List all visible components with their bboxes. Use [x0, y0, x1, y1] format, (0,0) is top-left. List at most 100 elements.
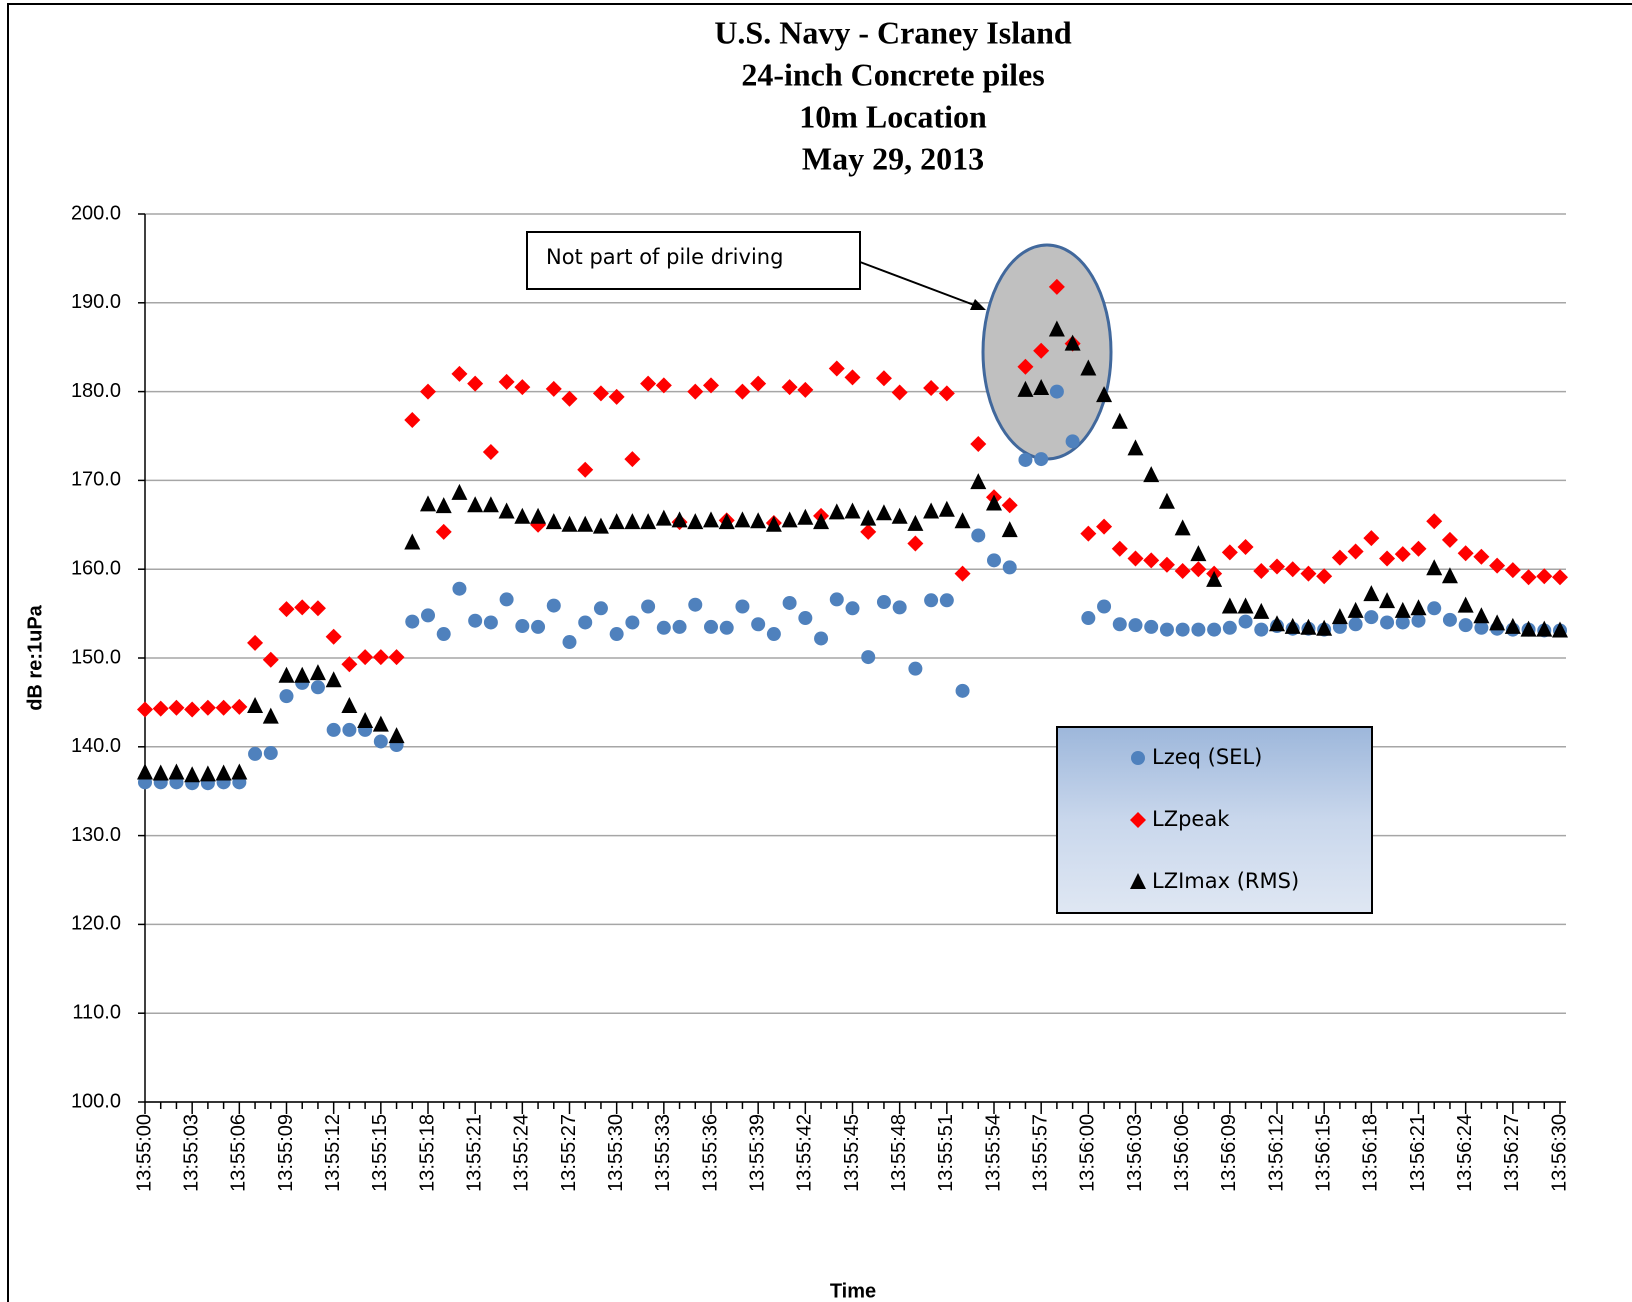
x-tick-label: 13:56:15 [1312, 1114, 1334, 1192]
data-point [1520, 620, 1537, 637]
data-point [341, 696, 358, 713]
data-point [672, 619, 687, 634]
legend-label: LZpeak [1152, 807, 1230, 831]
data-point [498, 373, 515, 390]
data-point [294, 599, 311, 616]
x-tick-label: 13:55:03 [180, 1114, 202, 1192]
data-point [860, 509, 877, 526]
data-point [875, 504, 892, 521]
data-point [1380, 615, 1395, 630]
data-point [907, 514, 924, 531]
data-point [514, 379, 531, 396]
data-point [247, 696, 264, 713]
data-point [1379, 592, 1396, 609]
data-point [719, 620, 734, 635]
data-point [939, 593, 954, 608]
data-point [388, 649, 405, 666]
data-point [1331, 608, 1348, 625]
data-point [1300, 565, 1317, 582]
data-point [1458, 618, 1473, 633]
data-point [1536, 568, 1553, 585]
data-point [1410, 599, 1427, 616]
data-point [875, 370, 892, 387]
data-point [844, 502, 861, 519]
y-tick-label: 180.0 [71, 380, 121, 402]
x-tick-label: 13:56:24 [1454, 1114, 1476, 1192]
data-point [326, 722, 341, 737]
data-point [592, 385, 609, 402]
data-point [404, 533, 421, 550]
data-point [624, 513, 641, 530]
x-tick-label: 13:55:33 [652, 1114, 674, 1192]
data-point [1347, 543, 1364, 560]
annotation-arrow [859, 261, 983, 309]
data-point [498, 502, 515, 519]
data-point [1111, 412, 1128, 429]
data-point [1348, 617, 1363, 632]
data-point [388, 727, 405, 744]
data-point [309, 600, 326, 617]
data-point [405, 614, 420, 629]
x-tick-label: 13:55:18 [416, 1114, 438, 1192]
data-point [671, 511, 688, 528]
data-point [1394, 546, 1411, 563]
data-point [718, 513, 735, 530]
data-point [1442, 612, 1457, 627]
data-point [1395, 615, 1410, 630]
data-point [861, 650, 876, 665]
data-point [703, 377, 719, 394]
data-point [373, 734, 388, 749]
data-point [152, 764, 169, 781]
x-tick-label: 13:55:45 [841, 1114, 863, 1192]
data-point [1033, 379, 1050, 396]
data-point [923, 380, 940, 397]
data-point [1111, 540, 1128, 557]
data-point [152, 700, 169, 717]
x-tick-label: 13:55:54 [982, 1114, 1004, 1192]
data-point [137, 763, 153, 780]
data-point [924, 593, 939, 608]
data-point [593, 601, 608, 616]
y-tick-label: 170.0 [71, 469, 121, 491]
data-point [1017, 358, 1034, 375]
data-point [199, 699, 216, 716]
data-point [294, 666, 311, 683]
data-point [1363, 585, 1380, 602]
y-tick-label: 110.0 [72, 1001, 121, 1023]
data-point [641, 599, 656, 614]
x-tick-label: 13:56:06 [1171, 1114, 1193, 1192]
data-point [1394, 601, 1411, 618]
chart-title: U.S. Navy - Craney Island [714, 14, 1072, 50]
data-point [797, 381, 814, 398]
data-point [435, 497, 452, 514]
data-point [1536, 620, 1553, 637]
data-point [1190, 545, 1207, 562]
data-point [531, 619, 546, 634]
data-point [1253, 562, 1270, 579]
data-point [342, 722, 357, 737]
legend-label: Lzeq (SEL) [1152, 745, 1262, 769]
data-point [828, 503, 845, 520]
chart-title: May 29, 2013 [802, 140, 984, 176]
data-point [1002, 560, 1017, 575]
data-point [1001, 497, 1018, 514]
data-point [1175, 622, 1190, 637]
x-tick-label: 13:56:12 [1265, 1114, 1287, 1192]
data-point [735, 599, 750, 614]
data-point [1473, 607, 1490, 624]
x-tick-label: 13:56:09 [1218, 1114, 1240, 1192]
data-point [640, 375, 657, 392]
chart-title: 24-inch Concrete piles [741, 56, 1044, 92]
data-point [482, 496, 499, 513]
data-point [1143, 552, 1160, 569]
y-tick-label: 100.0 [71, 1090, 121, 1112]
data-point [357, 649, 374, 666]
data-point [625, 615, 640, 630]
data-point [954, 512, 971, 529]
data-point [1221, 597, 1238, 614]
data-point [231, 698, 248, 715]
annotation-box [526, 231, 861, 290]
data-point [168, 699, 185, 716]
data-point [515, 619, 530, 634]
x-tick-label: 13:55:15 [369, 1114, 391, 1192]
